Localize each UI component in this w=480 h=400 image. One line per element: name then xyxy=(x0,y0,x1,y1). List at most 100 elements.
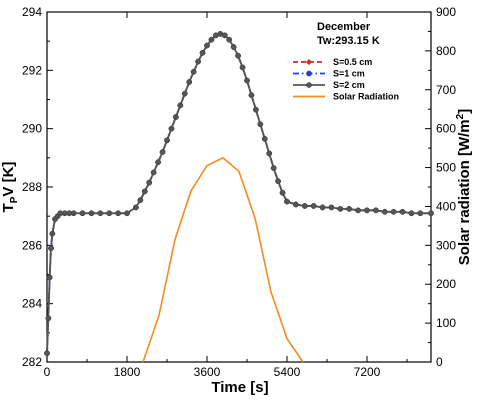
series-marker-2 xyxy=(124,210,130,217)
series-marker-2 xyxy=(221,32,228,39)
series-marker-2 xyxy=(253,106,259,113)
y-left-tick-label: 292 xyxy=(22,63,42,77)
series-marker-2 xyxy=(417,210,424,217)
y-axis-right-title: Solar radiation [W/m2] xyxy=(455,109,473,265)
annotation-wall-temp: Tw:293.15 K xyxy=(317,35,380,47)
y-left-tick-label: 294 xyxy=(22,5,42,19)
series-marker-2 xyxy=(239,64,246,71)
series-marker-2 xyxy=(319,204,326,211)
series-marker-2 xyxy=(364,207,370,214)
series-marker-2 xyxy=(199,50,206,56)
axis-ticks xyxy=(46,11,431,363)
series-marker-2 xyxy=(155,159,161,166)
annotation-month: December xyxy=(317,21,371,33)
series-marker-2 xyxy=(141,188,148,195)
series-marker-2 xyxy=(261,136,268,142)
series-marker-2 xyxy=(301,203,308,209)
y-right-tick-label: 0 xyxy=(436,355,443,369)
y-right-tick-label: 100 xyxy=(436,316,456,330)
series-marker-2 xyxy=(373,207,379,214)
series-marker-2 xyxy=(49,230,56,237)
series-marker-2 xyxy=(195,58,201,65)
y-left-tick-label: 290 xyxy=(22,122,42,136)
series-marker-2 xyxy=(428,210,434,217)
y-right-tick-label: 200 xyxy=(436,277,456,291)
series-marker-2 xyxy=(133,204,139,211)
series-marker-2 xyxy=(355,207,361,214)
series-marker-2 xyxy=(48,245,54,252)
series-marker-2 xyxy=(181,90,188,97)
y-left-tick-label: 282 xyxy=(22,355,42,369)
series-marker-2 xyxy=(270,165,277,171)
legend-label-1: S=1 cm xyxy=(333,69,365,79)
y-right-tick-label: 800 xyxy=(436,44,456,58)
x-tick-label: 1800 xyxy=(114,365,141,379)
x-tick-label: 5400 xyxy=(274,365,301,379)
y-right-tick-label: 300 xyxy=(436,238,456,252)
series-marker-2 xyxy=(337,206,344,212)
series-line-3 xyxy=(142,156,304,363)
y-right-tick-label: 600 xyxy=(436,122,456,136)
series-marker-2 xyxy=(97,210,104,217)
series-marker-2 xyxy=(115,210,121,217)
series-marker-2 xyxy=(257,121,264,128)
series-marker-2 xyxy=(284,198,290,205)
series-marker-2 xyxy=(106,210,113,217)
y-axis-left-title: TPV [K] xyxy=(0,162,20,213)
legend-label-0: S=0.5 cm xyxy=(333,57,372,67)
legend-marker-0 xyxy=(306,59,312,65)
series-marker-2 xyxy=(45,315,52,322)
series-marker-2 xyxy=(328,204,335,211)
series-marker-2 xyxy=(235,52,241,59)
series-marker-2 xyxy=(226,36,233,43)
series-marker-2 xyxy=(381,208,388,215)
y-right-tick-label: 700 xyxy=(436,83,456,97)
series-marker-2 xyxy=(190,68,197,75)
series-marker-2 xyxy=(168,125,175,132)
series-marker-2 xyxy=(88,210,95,217)
series-marker-2 xyxy=(310,203,317,209)
legend-label-3: Solar Radiation xyxy=(333,92,399,102)
series-marker-2 xyxy=(279,190,286,196)
series-marker-2 xyxy=(137,197,144,203)
y-left-tick-label: 286 xyxy=(22,238,42,252)
series-marker-2 xyxy=(159,149,166,155)
x-axis-title: Time [s] xyxy=(211,379,268,396)
series-marker-2 xyxy=(408,210,415,217)
series-marker-2 xyxy=(79,210,86,217)
series-marker-2 xyxy=(204,42,210,49)
series-marker-2 xyxy=(173,114,179,120)
series-marker-2 xyxy=(208,36,215,43)
series-marker-2 xyxy=(346,206,353,212)
plot-frame xyxy=(46,11,432,363)
series-marker-2 xyxy=(399,208,406,215)
y-right-tick-label: 500 xyxy=(436,161,456,175)
series-marker-2 xyxy=(186,79,193,85)
series-marker-2 xyxy=(177,102,184,109)
series-marker-2 xyxy=(230,44,237,50)
series-marker-2 xyxy=(146,179,153,186)
series-marker-2 xyxy=(46,274,53,281)
series-marker-2 xyxy=(275,178,281,184)
legend: S=0.5 cm S=1 cmS=2 cm Solar Radiation xyxy=(293,57,399,102)
annotation: December Tw:293.15 K xyxy=(317,21,380,47)
x-tick-label: 7200 xyxy=(354,365,381,379)
legend-label-2: S=2 cm xyxy=(333,80,365,90)
legend-marker-1 xyxy=(306,70,312,77)
y-right-tick-label: 400 xyxy=(436,199,456,213)
series-marker-2 xyxy=(44,350,50,357)
series-marker-2 xyxy=(248,92,255,98)
x-tick-label: 0 xyxy=(44,365,51,379)
plot-area xyxy=(44,11,434,363)
series-layer xyxy=(44,30,434,363)
series-marker-2 xyxy=(150,169,157,176)
y-right-tick-label: 900 xyxy=(436,5,456,19)
y-left-tick-label: 284 xyxy=(22,297,42,311)
series-marker-2 xyxy=(293,201,299,208)
legend-marker-2 xyxy=(306,82,312,88)
x-tick-label: 3600 xyxy=(194,365,221,379)
y-left-tick-label: 288 xyxy=(22,180,42,194)
series-marker-2 xyxy=(244,77,250,84)
series-marker-2 xyxy=(390,208,397,215)
